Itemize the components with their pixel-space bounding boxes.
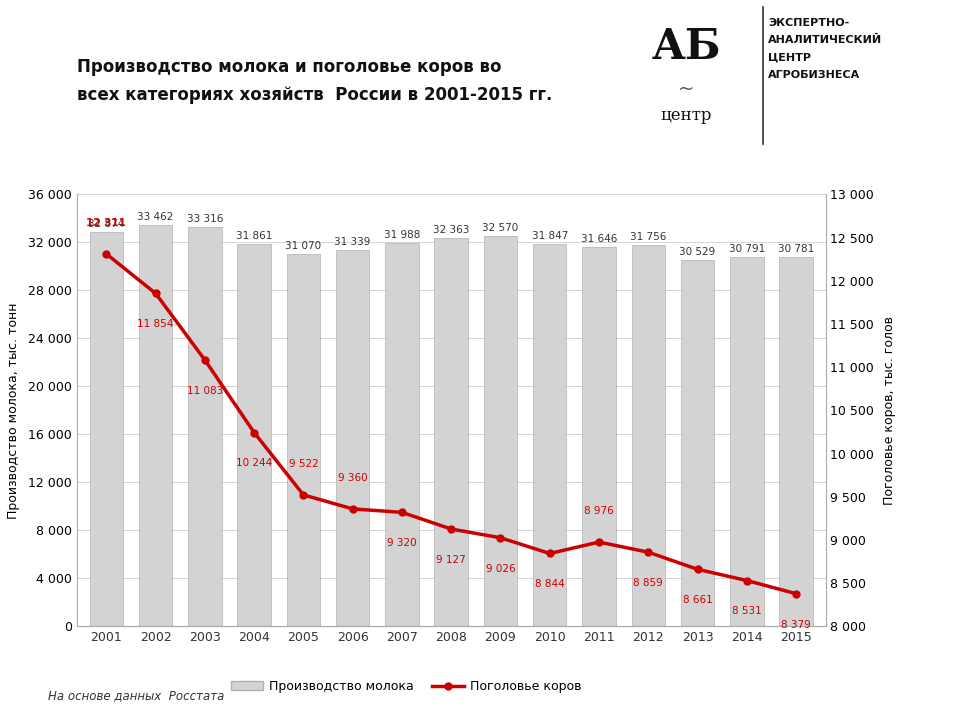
Text: 31 070: 31 070: [285, 240, 322, 251]
Text: 8 379: 8 379: [781, 620, 811, 629]
Text: центр: центр: [660, 107, 712, 124]
Text: 9 026: 9 026: [486, 564, 516, 574]
Bar: [435, 238, 468, 626]
Y-axis label: Производство молока, тыс. тонн: Производство молока, тыс. тонн: [7, 302, 20, 518]
Text: 8 844: 8 844: [535, 580, 564, 590]
Text: 31 847: 31 847: [532, 231, 568, 241]
Text: 31 646: 31 646: [581, 234, 617, 243]
Text: www.ab-centre.ru: www.ab-centre.ru: [795, 115, 908, 128]
Text: 9 127: 9 127: [437, 555, 466, 565]
Bar: [780, 257, 813, 626]
Text: 9 320: 9 320: [387, 539, 417, 548]
Bar: [533, 244, 566, 626]
Text: 11 083: 11 083: [187, 386, 223, 396]
Text: АНАЛИТИЧЕСКИЙ: АНАЛИТИЧЕСКИЙ: [768, 35, 882, 45]
Bar: [681, 260, 714, 626]
Text: 8 859: 8 859: [634, 578, 663, 588]
Text: 31 756: 31 756: [630, 233, 666, 243]
Bar: [287, 253, 321, 626]
Text: 10 244: 10 244: [236, 459, 273, 469]
Text: ~: ~: [678, 80, 695, 99]
Bar: [139, 225, 173, 626]
Text: АГРОБИЗНЕСА: АГРОБИЗНЕСА: [768, 70, 860, 80]
Text: 30 529: 30 529: [680, 247, 715, 257]
Text: 8 531: 8 531: [732, 606, 761, 616]
Text: АБ: АБ: [652, 26, 721, 68]
Text: 33 316: 33 316: [186, 214, 223, 224]
Legend: Производство молока, Поголовье коров: Производство молока, Поголовье коров: [227, 675, 587, 698]
Text: Производство молока и поголовье коров во: Производство молока и поголовье коров во: [77, 58, 501, 76]
Text: ЭКСПЕРТНО-: ЭКСПЕРТНО-: [768, 18, 850, 28]
Bar: [730, 257, 763, 626]
Text: ЦЕНТР: ЦЕНТР: [768, 53, 811, 63]
Text: всех категориях хозяйств  России в 2001-2015 гг.: всех категориях хозяйств России в 2001-2…: [77, 86, 552, 104]
Bar: [385, 243, 419, 626]
Bar: [582, 247, 615, 626]
Bar: [188, 227, 222, 626]
Text: 32 570: 32 570: [482, 222, 518, 233]
Bar: [237, 244, 271, 626]
Text: 32 874: 32 874: [88, 219, 125, 229]
Bar: [632, 246, 665, 626]
Text: 12 311: 12 311: [86, 218, 127, 228]
Text: 11 854: 11 854: [137, 320, 174, 329]
Text: 8 661: 8 661: [683, 595, 712, 606]
Text: 8 976: 8 976: [584, 506, 613, 516]
Text: 9 522: 9 522: [289, 459, 319, 469]
Text: 33 462: 33 462: [137, 212, 174, 222]
Text: 31 339: 31 339: [334, 238, 371, 248]
Bar: [89, 232, 123, 626]
Bar: [484, 235, 517, 626]
Y-axis label: Поголовье коров, тыс. голов: Поголовье коров, тыс. голов: [882, 316, 896, 505]
Text: 32 363: 32 363: [433, 225, 469, 235]
Bar: [336, 251, 370, 626]
Text: 9 360: 9 360: [338, 473, 368, 483]
Text: 31 861: 31 861: [236, 231, 273, 241]
Text: На основе данных  Росстата: На основе данных Росстата: [48, 689, 225, 702]
Text: 31 988: 31 988: [384, 230, 420, 240]
Text: 30 791: 30 791: [729, 244, 765, 254]
Text: 30 781: 30 781: [778, 244, 814, 254]
